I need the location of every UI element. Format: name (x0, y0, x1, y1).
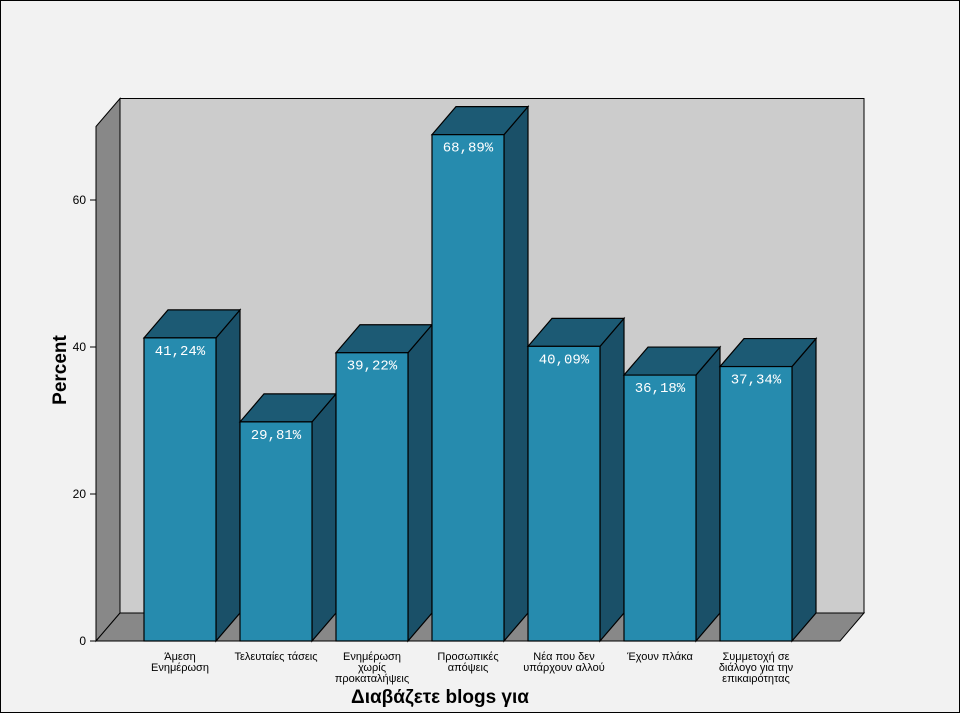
side-wall (95, 97, 121, 643)
bar: 39,22% (334, 323, 434, 643)
bar-side (215, 308, 241, 643)
bar-side (695, 345, 721, 643)
bar-data-label: 40,09% (539, 352, 590, 368)
x-axis-title: Διαβάζετε blogs για (351, 687, 529, 708)
x-tick-label-line: Ενημέρωση (151, 662, 209, 674)
bar-data-label: 29,81% (251, 428, 302, 444)
x-tick-label-line: Άμεση (164, 651, 196, 663)
bar-front (431, 134, 505, 642)
x-tick-label: Άμεση Ενημέρωση (151, 651, 209, 674)
bar-front (335, 352, 409, 642)
x-tick-label: Νέα που δεν υπάρχουν αλλού (523, 651, 605, 674)
y-tick-label: 0 (79, 634, 86, 648)
bar-side (791, 336, 817, 643)
y-tick-label: 40 (73, 340, 87, 354)
bar-front (527, 345, 601, 642)
bar: 40,09% (526, 316, 626, 643)
x-tick-label: Προσωπικές απόψεις (437, 651, 498, 674)
bar-data-label: 68,89% (443, 141, 494, 157)
x-tick-label-line: επικαιρότητας (722, 673, 790, 685)
bar-front (623, 374, 697, 642)
bar-front (239, 421, 313, 642)
x-tick-label-line: απόψεις (448, 662, 489, 674)
bar-side (407, 323, 433, 643)
bar-front (719, 365, 793, 642)
x-tick-label-line: Έχουν πλάκα (626, 651, 693, 663)
bar-data-label: 36,18% (635, 381, 686, 397)
bar: 36,18% (622, 345, 722, 643)
x-tick-label-line: Τελευταίες τάσεις (234, 651, 317, 663)
y-tick-label: 20 (73, 487, 87, 501)
x-tick-label-line: προκαταλήψεις (335, 673, 409, 685)
y-axis: 0 20 40 60 (73, 193, 96, 648)
x-tick-label-line: διάλογο για την (719, 662, 794, 674)
x-tick-label-line: Συμμετοχή σε (722, 651, 789, 663)
x-tick-label-line: υπάρχουν αλλού (523, 662, 605, 674)
x-tick-label-line: Ενημέρωση (343, 651, 401, 663)
x-tick-label: Έχουν πλάκα (626, 651, 693, 663)
bar-front (143, 337, 217, 642)
x-tick-label: Συμμετοχή σε διάλογο για την επικαιρότητας (719, 651, 794, 685)
bar: 37,34% (718, 336, 818, 643)
x-tick-label: Τελευταίες τάσεις (234, 651, 317, 663)
bar: 68,89% (430, 105, 530, 643)
bar-data-label: 41,24% (155, 344, 206, 360)
bar-side (311, 392, 337, 643)
bar-data-label: 39,22% (347, 359, 398, 375)
bar-series: 41,24% 29,81% 39,22% 68,89% 40,09% 36,18% 37,3… (142, 105, 818, 643)
y-tick-label: 60 (73, 193, 87, 207)
x-tick-label-line: Προσωπικές (437, 651, 498, 663)
x-tick-label: Ενημέρωση χωρίς προκαταλήψεις (335, 651, 409, 685)
x-tick-label-line: χωρίς (358, 662, 386, 674)
bar: 41,24% (142, 308, 242, 643)
x-tick-label-line: Νέα που δεν (533, 651, 595, 663)
bar-side (503, 105, 529, 643)
bar-data-label: 37,34% (731, 373, 782, 389)
y-axis-title: Percent (50, 334, 71, 404)
bar: 29,81% (238, 392, 338, 643)
bar-side (599, 316, 625, 643)
